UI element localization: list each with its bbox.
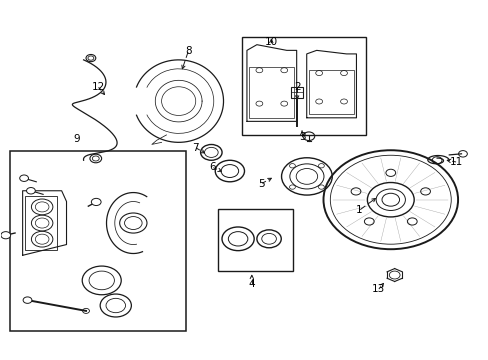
Text: 12: 12	[91, 82, 104, 92]
Bar	[308, 70, 353, 114]
Circle shape	[26, 188, 35, 194]
Bar	[25, 196, 57, 250]
Circle shape	[23, 297, 32, 303]
Circle shape	[20, 175, 28, 181]
Text: 9: 9	[73, 134, 80, 144]
Text: 7: 7	[192, 143, 199, 153]
Bar	[242, 37, 366, 135]
Text: 6: 6	[209, 162, 216, 172]
Circle shape	[222, 227, 254, 251]
Circle shape	[31, 215, 53, 231]
Bar	[291, 87, 303, 98]
Bar	[10, 151, 185, 330]
Text: 10: 10	[264, 37, 277, 47]
Bar	[217, 209, 293, 271]
Text: 13: 13	[371, 284, 385, 294]
Text: 3: 3	[298, 132, 305, 142]
Bar	[249, 67, 294, 118]
Circle shape	[1, 231, 11, 239]
Text: 2: 2	[293, 82, 300, 92]
Circle shape	[100, 294, 131, 317]
Text: 4: 4	[248, 279, 255, 289]
Circle shape	[120, 213, 147, 233]
Text: 11: 11	[449, 157, 462, 167]
Text: 1: 1	[355, 206, 362, 216]
Circle shape	[31, 199, 53, 215]
Circle shape	[91, 198, 101, 206]
Text: 5: 5	[258, 179, 264, 189]
Circle shape	[256, 230, 281, 248]
Text: 8: 8	[185, 46, 191, 56]
Circle shape	[31, 231, 53, 247]
